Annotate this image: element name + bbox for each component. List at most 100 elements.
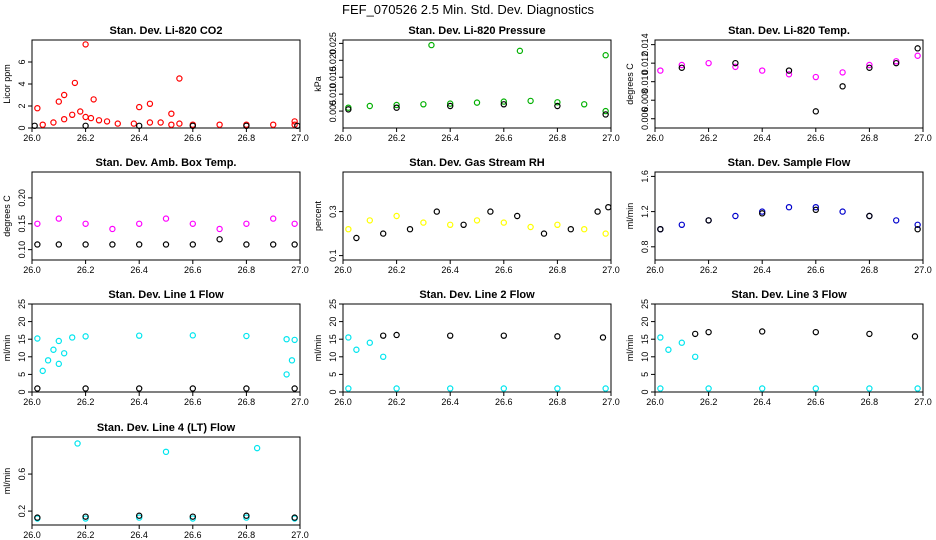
series-reference [678, 45, 921, 115]
x-tick-label: 26.8 [861, 265, 879, 275]
y-tick-label: 0.20 [17, 189, 27, 207]
data-point [554, 102, 561, 110]
x-tick-label: 26.8 [238, 133, 256, 143]
x-tick-label: 26.4 [130, 265, 148, 275]
data-point [353, 234, 360, 242]
x-tick-label: 26.2 [388, 265, 406, 275]
data-point [216, 121, 223, 128]
y-tick-label: 0.1 [328, 249, 338, 262]
data-point [60, 350, 68, 357]
series-primary [657, 203, 921, 233]
data-point [657, 334, 664, 341]
x-tick-label: 26.2 [700, 133, 718, 143]
data-point [95, 117, 103, 124]
data-point [34, 514, 41, 521]
x-tick-label: 27.0 [291, 133, 309, 143]
data-point [581, 101, 588, 108]
plot-frame [342, 39, 612, 129]
x-tick-label: 27.0 [602, 397, 620, 407]
data-point [447, 102, 454, 110]
data-point [602, 52, 609, 59]
data-point [914, 221, 921, 228]
x-tick-label: 26.4 [753, 265, 771, 275]
x-tick-label: 26.4 [441, 133, 459, 143]
data-point [602, 385, 609, 392]
data-point [55, 215, 63, 222]
data-point [253, 444, 261, 452]
data-point [812, 206, 820, 214]
data-point [74, 440, 81, 447]
y-tick-label: 0.15 [17, 215, 27, 233]
data-point [189, 241, 196, 248]
x-tick-label: 26.2 [77, 530, 95, 540]
data-point [487, 208, 494, 215]
data-point [55, 360, 63, 368]
y-axis-label: Licor ppm [2, 64, 12, 104]
series-primary [34, 514, 298, 522]
x-tick-label: 26.6 [495, 133, 513, 143]
plot-frame [654, 39, 924, 129]
x-tick-label: 27.0 [291, 265, 309, 275]
data-point [732, 212, 739, 220]
data-point [785, 67, 793, 74]
data-point [428, 41, 435, 49]
x-tick-label: 26.6 [807, 265, 825, 275]
x-tick-label: 26.6 [495, 397, 513, 407]
data-point [135, 241, 143, 248]
data-point [34, 241, 41, 248]
data-point [50, 346, 57, 353]
panel-title: Stan. Dev. Amb. Box Temp. [96, 157, 237, 169]
series-primary [345, 97, 609, 115]
panel-title: Stan. Dev. Line 4 (LT) Flow [97, 422, 236, 434]
series-reference [353, 203, 612, 242]
data-point [420, 219, 427, 226]
plot-frame [342, 171, 612, 261]
y-tick-label: 0 [17, 389, 27, 394]
data-point [460, 221, 467, 228]
panel-title: Stan. Dev. Gas Stream RH [409, 157, 545, 169]
y-tick-label: 5 [328, 372, 338, 377]
data-point [243, 220, 250, 227]
y-tick-label: 15 [328, 334, 338, 344]
data-point [914, 225, 921, 233]
data-point [55, 337, 63, 345]
data-point [393, 212, 400, 220]
data-point [146, 119, 154, 126]
y-tick-label: 0.006 [640, 107, 650, 130]
data-point [68, 111, 76, 119]
series-reference [380, 331, 607, 341]
x-tick-label: 26.0 [334, 397, 352, 407]
data-point [447, 332, 454, 339]
data-point [345, 225, 352, 233]
data-point [911, 333, 919, 340]
y-tick-label: 20 [640, 317, 650, 327]
data-point [345, 385, 352, 392]
series-dense [39, 108, 298, 128]
data-point [114, 120, 121, 127]
data-point [500, 101, 507, 108]
data-point [514, 212, 521, 220]
data-point [34, 104, 41, 112]
x-tick-label: 27.0 [914, 133, 932, 143]
data-point [605, 203, 612, 211]
x-tick-label: 26.0 [646, 133, 664, 143]
data-point [678, 339, 686, 346]
data-point [216, 236, 223, 243]
data-point [243, 385, 250, 392]
x-tick-label: 26.6 [184, 530, 202, 540]
series-lower [657, 385, 921, 392]
data-point [380, 332, 387, 339]
data-point [705, 385, 712, 392]
data-point [914, 385, 921, 392]
series-upper [345, 334, 387, 360]
series-upper [657, 334, 699, 360]
x-tick-label: 26.6 [184, 133, 202, 143]
y-tick-label: 0.10 [17, 241, 27, 259]
x-tick-label: 26.6 [807, 133, 825, 143]
x-tick-label: 27.0 [602, 265, 620, 275]
x-tick-label: 26.8 [238, 530, 256, 540]
data-point [393, 331, 400, 339]
y-tick-label: 5 [640, 372, 650, 377]
y-axis-label: ml/min [625, 203, 635, 230]
